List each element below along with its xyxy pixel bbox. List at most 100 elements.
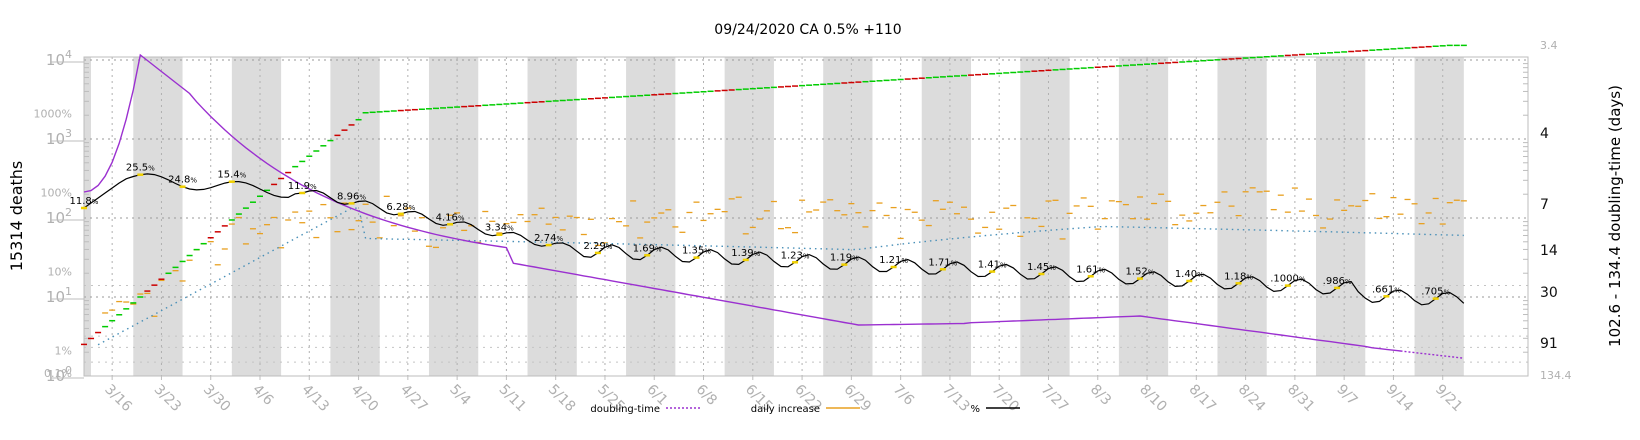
weekend-band [1217,57,1267,376]
percent-label: 25.5% [126,163,155,174]
legend: doubling-time daily increase% [590,404,1020,415]
y-tick-deaths: 102 [46,206,72,227]
weekend-band [428,57,479,376]
weekend-band [1316,57,1366,376]
percent-label: 1.52% [1126,267,1155,278]
y-axis-left-label: 15314 deaths [7,161,26,272]
legend-label: % [970,404,980,415]
x-tick-label: 7/27 [1038,382,1072,416]
percent-label: 1.40% [1175,269,1204,280]
grid-lines [84,57,1528,377]
y-tick-deaths: 101 [46,285,72,306]
doubling-time-series [83,53,1464,359]
weekend-band [84,57,91,376]
percent-label: .1000% [1270,274,1306,285]
percent-label: 1.21% [879,255,908,266]
x-tick-label: 9/14 [1383,382,1417,416]
x-tick-label: 7/6 [890,382,917,409]
x-tick-label: 3/23 [151,382,185,416]
weekend-band [1414,57,1464,376]
x-tick-label: 4/13 [298,382,332,416]
y-tick-doubling: 134.4 [1540,369,1572,382]
percent-label: 3.34% [485,223,514,234]
percent-label: 8.96% [337,191,366,202]
percent-label: 11.9% [288,181,317,192]
axis-minor-ticks [84,63,1528,353]
percent-label: 2.74% [534,233,563,244]
x-tick-label: 5/4 [446,382,473,409]
weekend-band [1020,57,1070,376]
weekend-bands [84,57,1464,376]
y-tick-doubling: 4 [1540,126,1549,142]
legend-label: daily increase [751,404,820,415]
percent-labels: 11.8% 25.5% 24.8% 15.4% 11.9% 8.96% 6.28% 4.16%… [70,163,1450,300]
y-tick-percent: 10% [48,266,72,279]
x-tick-label: 6/8 [693,382,720,409]
moving-average-series [97,207,1464,346]
percent-label: 1.19% [830,253,859,264]
x-tick-label: 9/21 [1432,382,1466,416]
x-tick-label: 4/27 [397,382,431,416]
x-tick-label: 8/31 [1284,382,1318,416]
weekend-band [133,57,183,376]
y-tick-doubling: 91 [1540,336,1558,352]
percent-label: 2.29% [583,241,612,252]
x-tick-label: 5/11 [496,382,530,416]
x-tick-label: 5/18 [545,382,579,416]
y-tick-percent: 1% [55,345,72,358]
x-tick-label: 3/30 [200,382,234,416]
x-tick-label: 8/10 [1136,382,1170,416]
x-tick-label: 3/16 [101,382,135,416]
percent-label: 11.8% [70,196,99,207]
percent-label: .705% [1421,287,1450,298]
chart-title: 09/24/2020 CA 0.5% +110 [714,22,901,38]
weekend-band [921,57,972,376]
y-tick-deaths: 103 [46,127,72,148]
x-tick-label: 4/20 [348,382,382,416]
percent-label: 1.39% [731,248,760,259]
percent-label: 1.23% [781,250,810,261]
percent-label: 24.8% [168,175,197,186]
percent-line [83,173,1465,306]
y-tick-doubling: 3.4 [1540,39,1558,52]
daily-increase-series [102,187,1467,317]
percent-label: .986% [1323,276,1352,287]
y-tick-deaths: 100 [46,364,72,385]
legend-label: doubling-time [590,404,660,415]
percent-label: 4.16% [436,212,465,223]
y-tick-doubling: 7 [1540,197,1549,213]
y-axis-left: 100 101 102 103 104 0.1% 1% 10% 100% 1000% [34,48,84,385]
y-tick-doubling: 14 [1540,243,1558,259]
percent-label: 1.41% [978,260,1007,271]
percent-label: .661% [1372,284,1401,295]
y-axis-right: 3.4 4 7 14 30 91 134.4 [1540,39,1572,382]
plot-frame [83,56,1529,377]
x-tick-label: 7/13 [939,382,973,416]
x-tick-label: 7/20 [988,382,1022,416]
percent-label: 1.35% [682,246,711,257]
y-tick-percent: 0.1% [44,367,72,380]
y-tick-doubling: 30 [1540,285,1558,301]
weekend-band [724,57,774,376]
doubling-time-projection [1400,350,1464,359]
x-tick-label: 4/6 [249,382,276,409]
y-tick-percent: 100% [41,187,72,200]
weekend-band [626,57,676,376]
y-axis-right-label: 102.6 - 134.4 doubling-time (days) [1606,85,1624,347]
percent-label: 1.69% [633,243,662,254]
percent-series [83,173,1465,306]
percent-label: 6.28% [386,202,415,213]
moving-average-line [97,207,1464,346]
x-tick-label: 8/17 [1185,382,1219,416]
x-tick-label: 6/29 [841,382,875,416]
percent-label: 1.18% [1224,271,1253,282]
weekend-band [231,57,282,376]
percent-label: 1.45% [1027,262,1056,273]
weekend-band [823,57,873,376]
percent-label: 1.71% [928,257,957,268]
y-tick-deaths: 104 [46,48,72,69]
cumulative-deaths-series [81,44,1467,346]
weekend-band [1118,57,1169,376]
y-tick-percent: 1000% [34,108,72,121]
